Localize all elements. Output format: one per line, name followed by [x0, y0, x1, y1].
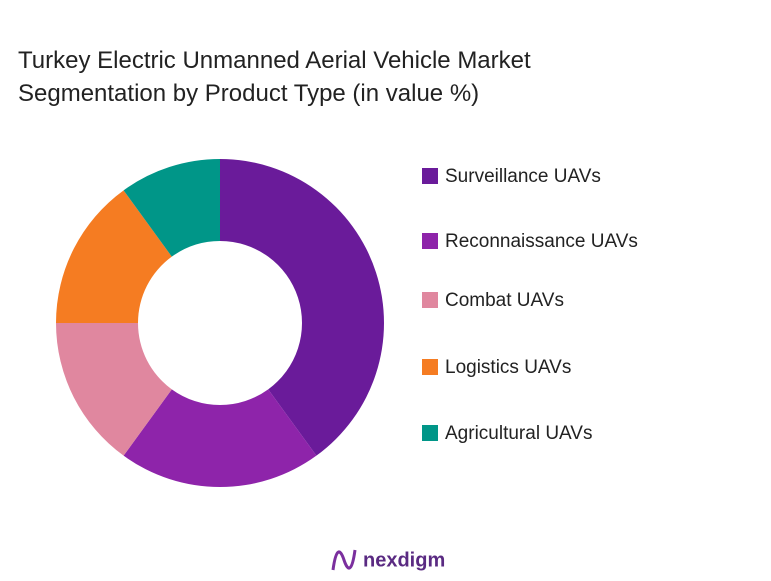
legend-label: Combat UAVs	[445, 290, 564, 311]
donut-slice	[123, 159, 220, 257]
legend-swatch	[422, 425, 438, 441]
legend-label: Surveillance UAVs	[445, 166, 601, 187]
legend-label: Logistics UAVs	[445, 357, 571, 378]
brand-name: nexdigm	[363, 549, 445, 571]
legend-swatch	[422, 233, 438, 249]
donut-slice	[56, 323, 172, 456]
legend-label: Reconnaissance UAVs	[445, 231, 638, 252]
donut-slice	[123, 389, 317, 487]
legend-label: Agricultural UAVs	[445, 423, 592, 444]
legend-swatch	[422, 359, 438, 375]
legend-swatch	[422, 168, 438, 184]
donut-slice	[56, 190, 172, 323]
legend-swatch	[422, 292, 438, 308]
brand-logo: nexdigm	[331, 549, 445, 571]
chart-title: Turkey Electric Unmanned Aerial Vehicle …	[18, 47, 531, 107]
logo-icon	[331, 549, 357, 571]
donut-slice	[220, 159, 384, 456]
